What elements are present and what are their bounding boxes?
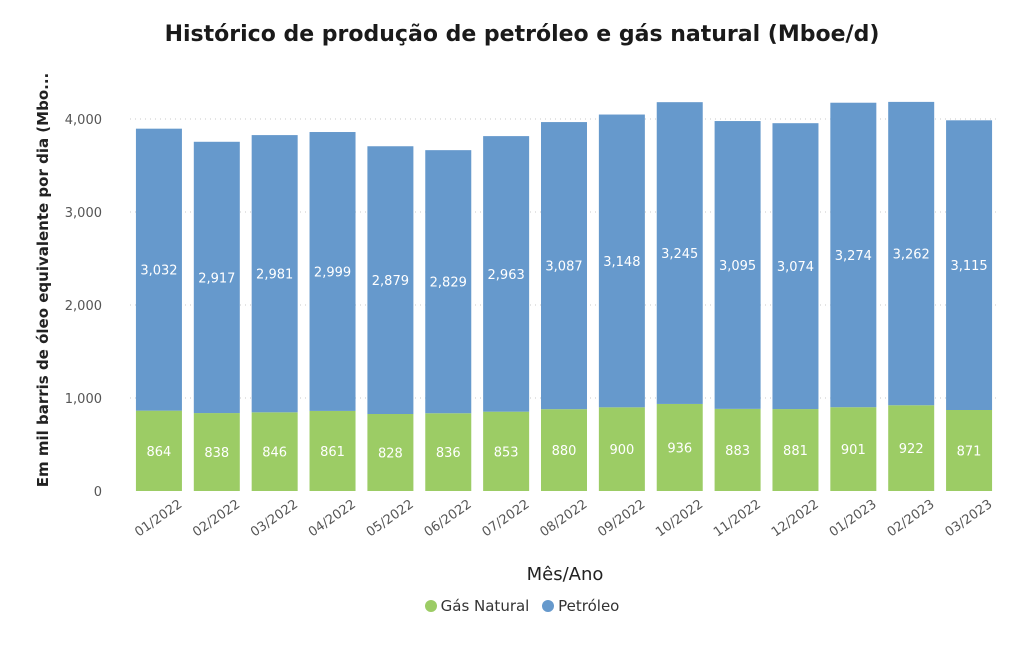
data-label: 881 (783, 444, 808, 459)
bar-gas[interactable] (251, 412, 298, 491)
legend: Gás Natural Petróleo (0, 597, 1024, 616)
data-label: 900 (609, 443, 634, 458)
bar-gas[interactable] (946, 409, 993, 491)
data-label: 2,879 (372, 274, 409, 289)
bar-oil[interactable] (830, 102, 877, 408)
data-label: 3,274 (835, 249, 872, 264)
bar-gas[interactable] (367, 413, 414, 491)
x-tick-label: 10/2022 (653, 497, 706, 540)
data-label: 846 (262, 446, 287, 461)
x-axis-label: Mês/Ano (526, 564, 604, 585)
x-tick-label: 06/2022 (422, 497, 475, 540)
bar-gas[interactable] (830, 407, 877, 491)
x-tick-label: 04/2022 (306, 497, 359, 540)
bar-oil[interactable] (598, 114, 645, 408)
legend-item-gas[interactable]: Gás Natural (424, 597, 530, 615)
y-tick-label: 1,000 (65, 392, 102, 407)
bar-oil[interactable] (888, 101, 935, 406)
data-label: 864 (147, 445, 172, 460)
bar-oil[interactable] (946, 120, 993, 410)
data-label: 828 (378, 446, 403, 461)
x-tick-label: 03/2022 (248, 497, 301, 540)
data-label: 3,245 (661, 247, 698, 262)
data-label: 2,963 (488, 268, 525, 283)
bar-oil[interactable] (135, 128, 182, 411)
x-tick-label: 03/2023 (943, 497, 996, 540)
data-label: 922 (899, 442, 924, 457)
x-tick-label: 07/2022 (480, 497, 533, 540)
data-label: 836 (436, 446, 461, 461)
bar-oil[interactable] (251, 135, 298, 413)
data-label: 3,074 (777, 260, 814, 275)
data-label: 936 (667, 441, 692, 456)
bar-gas[interactable] (425, 413, 472, 491)
bar-gas[interactable] (483, 411, 530, 491)
bar-oil[interactable] (541, 122, 587, 410)
data-label: 2,829 (430, 276, 467, 291)
data-label: 3,115 (950, 259, 987, 274)
data-label: 880 (552, 444, 577, 459)
bar-oil[interactable] (656, 102, 703, 404)
bar-oil[interactable] (714, 121, 761, 409)
data-label: 3,087 (545, 260, 582, 275)
y-tick-label: 0 (94, 485, 102, 500)
x-tick-label: 02/2023 (885, 497, 938, 540)
bar-gas[interactable] (598, 407, 645, 491)
bar-gas[interactable] (193, 413, 240, 491)
bar-gas[interactable] (309, 410, 356, 491)
data-label: 3,148 (603, 255, 640, 270)
x-tick-label: 09/2022 (595, 497, 648, 540)
data-label: 3,032 (140, 264, 177, 279)
bar-oil[interactable] (772, 123, 819, 410)
bar-oil[interactable] (483, 136, 530, 412)
data-label: 3,262 (893, 248, 930, 263)
bar-oil[interactable] (309, 132, 356, 411)
chart-title: Histórico de produção de petróleo e gás … (164, 22, 880, 47)
data-label: 2,999 (314, 265, 351, 280)
x-tick-label: 01/2023 (827, 497, 880, 540)
data-label: 3,095 (719, 259, 756, 274)
legend-oil-swatch (542, 600, 555, 612)
x-tick-label: 08/2022 (537, 497, 590, 540)
bar-gas[interactable] (656, 403, 703, 491)
bar-gas[interactable] (135, 410, 182, 491)
data-label: 853 (494, 445, 519, 460)
bar-oil[interactable] (193, 141, 240, 414)
bar-oil[interactable] (367, 146, 414, 414)
data-label: 901 (841, 443, 866, 458)
data-label: 861 (320, 445, 345, 460)
data-label: 883 (725, 444, 750, 459)
x-tick-label: 01/2022 (132, 497, 185, 540)
legend-oil-label: Petróleo (558, 597, 620, 615)
x-tick-label: 05/2022 (364, 497, 417, 540)
x-tick-label: 02/2022 (190, 497, 243, 540)
y-tick-label: 2,000 (65, 299, 102, 314)
legend-gas-label: Gás Natural (440, 597, 530, 615)
y-tick-label: 4,000 (65, 113, 102, 128)
data-label: 838 (204, 446, 229, 461)
legend-gas-swatch (424, 600, 437, 612)
x-tick-label: 12/2022 (769, 497, 822, 540)
y-tick-label: 3,000 (65, 206, 102, 221)
bar-gas[interactable] (888, 405, 935, 491)
bar-oil[interactable] (425, 150, 472, 414)
x-tick-label: 11/2022 (711, 497, 764, 540)
data-label: 2,917 (198, 271, 235, 286)
legend-item-oil[interactable]: Petróleo (542, 597, 619, 615)
data-label: 2,981 (256, 268, 293, 283)
bar-gas[interactable] (772, 409, 819, 491)
data-label: 871 (957, 444, 982, 459)
bar-gas[interactable] (714, 408, 761, 491)
bar-gas[interactable] (541, 409, 587, 491)
